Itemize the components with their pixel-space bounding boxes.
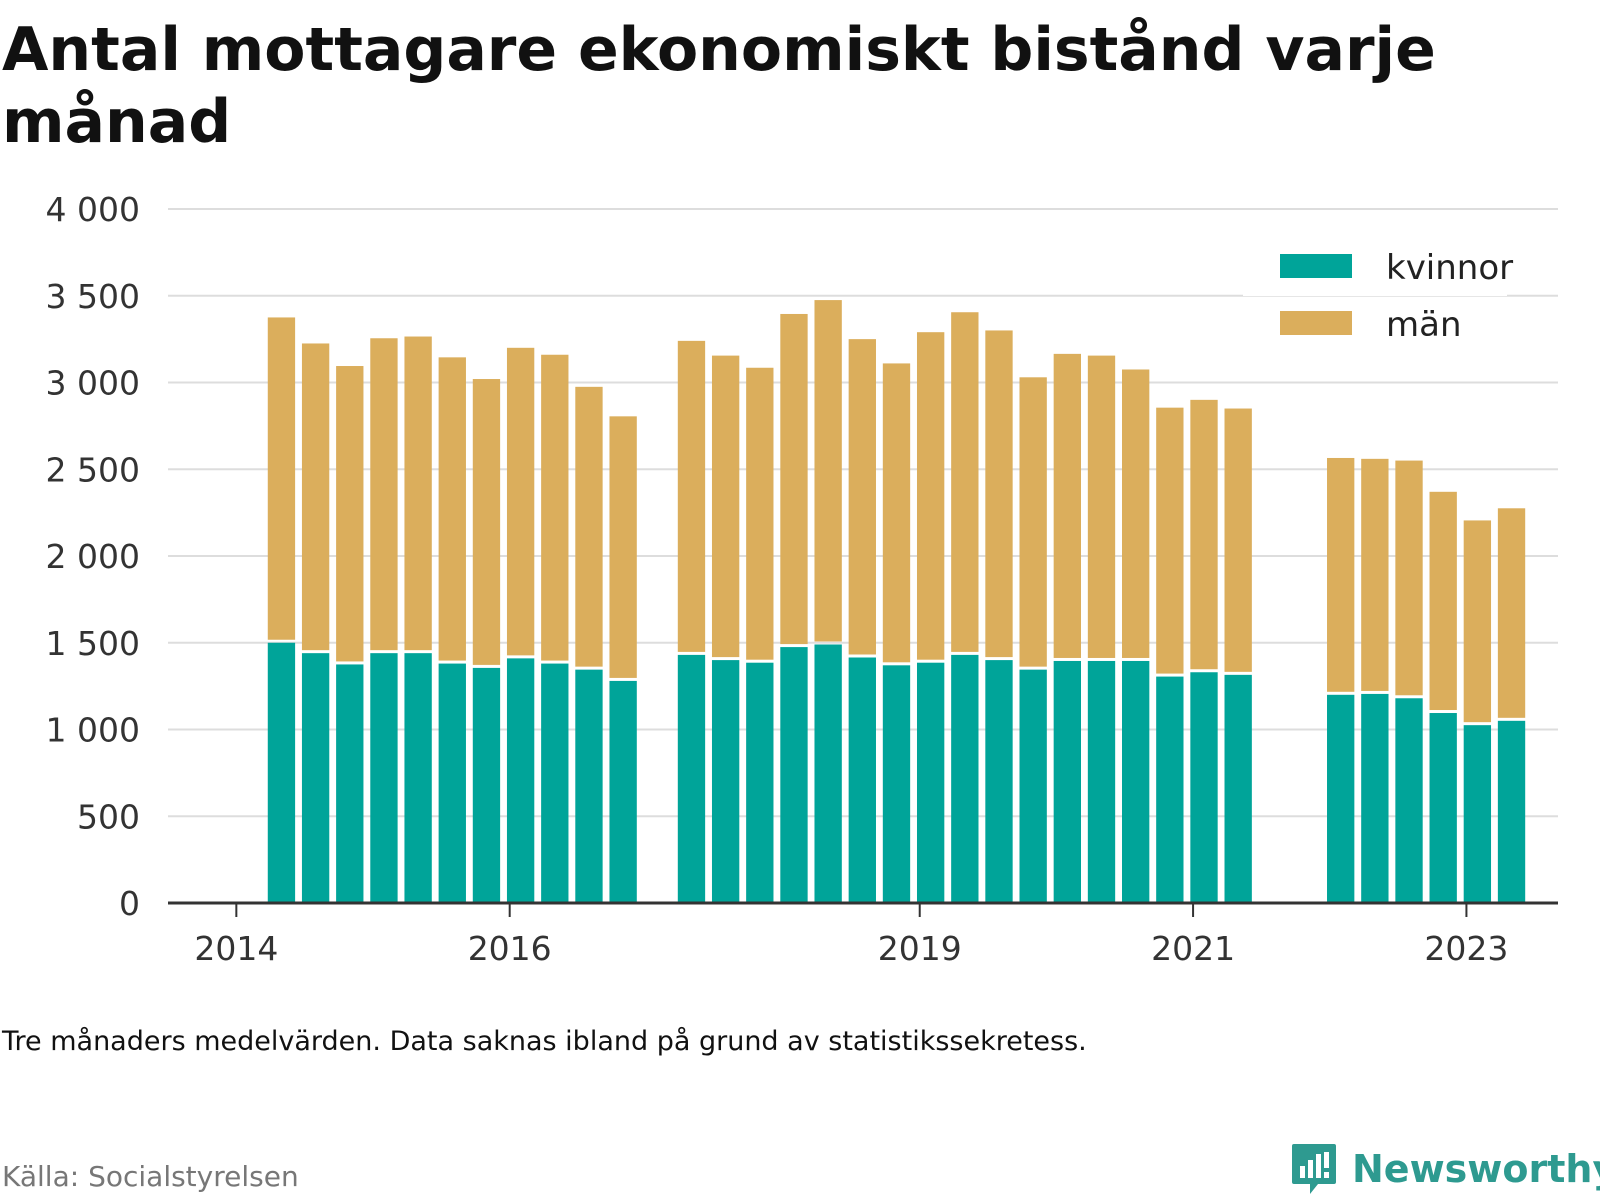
bar-man (848, 339, 876, 655)
bar-kvinnor (1463, 725, 1492, 903)
bar-man (370, 338, 398, 651)
bar-man (1087, 355, 1116, 658)
bar-kvinnor (438, 663, 466, 903)
bar-kvinnor (711, 660, 740, 903)
bar-kvinnor (370, 653, 398, 903)
bar-kvinnor (541, 663, 569, 903)
x-tick-label: 2021 (1151, 929, 1235, 968)
bar-kvinnor (1224, 674, 1252, 903)
legend-label-man: män (1386, 305, 1462, 345)
bar-kvinnor (609, 680, 637, 903)
bar-man (267, 317, 296, 640)
bar-kvinnor (780, 647, 808, 903)
bar-kvinnor (985, 660, 1013, 903)
bar-man (1019, 377, 1047, 667)
x-tick-label: 2014 (194, 929, 278, 968)
bar-kvinnor (1395, 698, 1423, 903)
bar-man (1156, 407, 1184, 674)
y-tick-label: 2 500 (46, 450, 140, 489)
x-axis: 2014 2016 2019 2021 2023 (168, 901, 1558, 968)
bar-man (1122, 369, 1150, 658)
x-tick-label: 2019 (878, 929, 962, 968)
legend: kvinnor män (1243, 238, 1513, 345)
bar-man (677, 340, 706, 652)
bar-kvinnor (677, 654, 706, 903)
bar-kvinnor (1053, 660, 1081, 903)
brand-name: Newsworthy (1352, 1147, 1600, 1191)
bar-man (1190, 399, 1218, 670)
bar-man (1224, 408, 1252, 672)
bar-man (711, 355, 740, 658)
legend-label-kvinnor: kvinnor (1386, 248, 1513, 288)
y-tick-label: 1 500 (46, 624, 140, 663)
bar-man (404, 336, 432, 651)
bar-man (1463, 520, 1492, 723)
bar-man (336, 366, 364, 662)
bar-kvinnor (746, 662, 774, 903)
bar-man (472, 379, 501, 665)
bar-man (1395, 460, 1423, 696)
legend-swatch-man (1280, 311, 1352, 335)
bar-man (746, 367, 774, 660)
bar-man (575, 386, 603, 667)
bar-kvinnor (1497, 720, 1526, 903)
y-tick-label: 3 000 (46, 364, 140, 403)
bar-man (1429, 491, 1457, 711)
bar-man (438, 357, 466, 661)
bar-kvinnor (404, 653, 432, 903)
y-tick-label: 4 000 (46, 190, 140, 229)
bar-kvinnor (575, 669, 603, 903)
bar-kvinnor (506, 658, 535, 903)
bar-kvinnor (882, 665, 911, 903)
bar-kvinnor (267, 642, 296, 903)
bar-kvinnor (951, 654, 979, 903)
bar-man (951, 312, 979, 652)
bar-man (1361, 458, 1389, 691)
bar-kvinnor (472, 667, 501, 903)
bar-man (506, 347, 535, 656)
bar-man (780, 313, 808, 645)
bar-kvinnor (916, 662, 945, 903)
bar-man (301, 343, 330, 651)
bar-man (985, 330, 1013, 658)
bar-kvinnor (1019, 669, 1047, 903)
bar-man (1053, 353, 1081, 658)
bar-man (609, 416, 637, 678)
chart-note: Tre månaders medelvärden. Data saknas ib… (2, 1026, 1087, 1057)
chart-title: Antal mottagare ekonomiskt bistånd varje… (2, 15, 1436, 157)
y-tick-label: 2 000 (46, 537, 140, 576)
bars (267, 300, 1526, 903)
bar-kvinnor (1361, 693, 1389, 903)
x-tick-label: 2023 (1424, 929, 1508, 968)
bar-kvinnor (1087, 660, 1116, 903)
bar-kvinnor (1190, 672, 1218, 903)
bar-man (814, 300, 842, 642)
y-tick-label: 500 (77, 797, 140, 836)
bar-man (916, 332, 945, 660)
bar-kvinnor (848, 657, 876, 903)
bar-kvinnor (301, 653, 330, 903)
bar-kvinnor (1156, 676, 1184, 903)
bar-man (882, 363, 911, 663)
source-label: Källa: Socialstyrelsen (2, 1160, 299, 1193)
bar-man (1497, 508, 1526, 718)
newsworthy-logo-icon (1292, 1144, 1336, 1194)
y-tick-label: 0 (119, 884, 140, 923)
legend-swatch-kvinnor (1280, 254, 1352, 278)
bar-kvinnor (1122, 660, 1150, 903)
bar-man (1327, 457, 1355, 692)
bar-kvinnor (336, 664, 364, 903)
bar-kvinnor (1327, 694, 1355, 903)
bar-kvinnor (1429, 713, 1457, 903)
y-axis-labels: 0 500 1 000 1 500 2 000 2 500 3 000 3 500 4 000 (46, 190, 140, 923)
bar-kvinnor (814, 644, 842, 903)
y-tick-label: 3 500 (46, 277, 140, 316)
brand-logo: Newsworthy (1290, 1142, 1600, 1196)
bar-man (541, 354, 569, 661)
y-tick-label: 1 000 (46, 711, 140, 750)
x-tick-label: 2016 (468, 929, 552, 968)
